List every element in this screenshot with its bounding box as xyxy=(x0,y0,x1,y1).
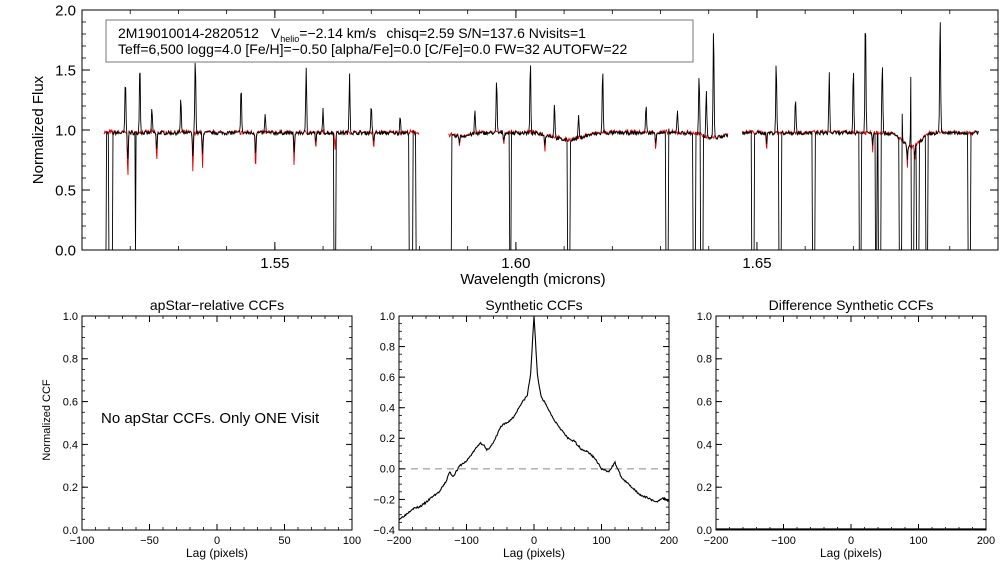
synthetic-x-tick-label: 100 xyxy=(592,535,610,547)
star-id: 2M19010014-2820512 xyxy=(118,25,259,41)
apstar-x-tick-label: −100 xyxy=(70,535,95,547)
vhelio-label: V xyxy=(271,25,281,41)
spectrum-y-tick-label: 0.0 xyxy=(55,242,76,259)
synthetic-y-tick-label: 0.6 xyxy=(380,372,395,384)
model-spectrum-line xyxy=(448,128,729,152)
synthetic-y-tick-label: 0.0 xyxy=(380,464,395,476)
apstar-x-label: Lag (pixels) xyxy=(186,546,248,560)
apstar-ccf-title: apStar−relative CCFs xyxy=(150,297,284,313)
synthetic-x-tick-label: 200 xyxy=(660,535,678,547)
difference-y-tick-label: 1.0 xyxy=(697,311,712,323)
difference-y-tick-label: 0.0 xyxy=(697,525,712,537)
synthetic-y-tick-label: −0.4 xyxy=(373,525,395,537)
synthetic-x-ticks: −200 −100 0 100 200 xyxy=(387,316,678,547)
apstar-y-tick-label: 0.0 xyxy=(63,525,78,537)
difference-x-tick-label: −200 xyxy=(704,535,729,547)
observed-spectrum-line xyxy=(448,33,729,251)
apstar-x-ticks: −100 −50 0 50 100 xyxy=(70,316,361,547)
apstar-x-tick-label: 100 xyxy=(343,535,361,547)
synthetic-x-tick-label: −100 xyxy=(454,535,479,547)
info-line-2: Teff=6,500 logg=4.0 [Fe/H]=−0.50 [alpha/… xyxy=(118,41,627,57)
apstar-ccf-panel: apStar−relative CCFs −100 −50 0 50 100 0.00.… xyxy=(41,297,361,560)
apstar-x-tick-label: 50 xyxy=(278,535,290,547)
difference-ccf-frame xyxy=(715,315,987,531)
ccf-y-label: Normalized CCF xyxy=(41,379,53,461)
observed-spectrum-line xyxy=(103,62,419,251)
observed-spectrum-line xyxy=(742,22,979,251)
vhelio-subscript: helio xyxy=(280,34,299,44)
vhelio-value: =−2.14 km/s xyxy=(299,25,376,41)
spectrum-y-tick-label: 1.5 xyxy=(55,62,76,79)
synthetic-ccf-plot-area xyxy=(398,315,670,521)
difference-y-tick-label: 0.8 xyxy=(697,354,712,366)
spectrum-y-tick-label: 2.0 xyxy=(55,2,76,19)
difference-x-label: Lag (pixels) xyxy=(820,546,882,560)
difference-x-tick-label: 100 xyxy=(909,535,927,547)
synthetic-ccf-title: Synthetic CCFs xyxy=(485,297,582,313)
apstar-x-tick-label: 0 xyxy=(214,535,220,547)
model-spectrum-line xyxy=(103,128,420,175)
difference-ccf-panel: Difference Synthetic CCFs −200 −100 0 100 20… xyxy=(697,297,995,560)
synthetic-x-tick-label: 0 xyxy=(531,535,537,547)
apstar-y-tick-label: 0.6 xyxy=(63,396,78,408)
synthetic-y-tick-label: −0.2 xyxy=(373,494,395,506)
difference-y-tick-label: 0.6 xyxy=(697,396,712,408)
info-line-1: 2M19010014-2820512 Vhelio=−2.14 km/s chisq… xyxy=(118,25,586,44)
synthetic-x-label: Lag (pixels) xyxy=(503,546,565,560)
apstar-y-ticks: 0.0 0.2 0.4 0.6 0.8 1.0 xyxy=(63,311,352,537)
spectrum-y-tick-label: 1.0 xyxy=(55,122,76,139)
apstar-y-tick-label: 0.8 xyxy=(63,354,78,366)
apstar-y-tick-label: 0.2 xyxy=(63,482,78,494)
spectrum-x-tick-label: 1.55 xyxy=(260,255,289,272)
synthetic-y-ticks: −0.4 −0.2 0.0 0.2 0.4 0.6 0.8 1.0 xyxy=(373,311,669,537)
apstar-y-tick-label: 1.0 xyxy=(63,311,78,323)
synthetic-ccf-frame xyxy=(398,315,670,531)
difference-y-ticks: 0.0 0.2 0.4 0.6 0.8 1.0 xyxy=(697,311,986,537)
apstar-x-tick-label: −50 xyxy=(140,535,159,547)
spectrum-panel: 1.55 1.60 1.65 0.0 0.5 1.0 1.5 2.0 2M19010014-… xyxy=(30,2,999,288)
fit-stats: chisq=2.59 S/N=137.6 Nvisits=1 xyxy=(386,25,586,41)
synthetic-ccf-line xyxy=(398,315,670,521)
synthetic-y-tick-label: 0.2 xyxy=(380,433,395,445)
synthetic-x-tick-label: −200 xyxy=(387,535,412,547)
synthetic-y-tick-label: 1.0 xyxy=(380,311,395,323)
synthetic-y-tick-label: 0.8 xyxy=(380,341,395,353)
difference-x-tick-label: −100 xyxy=(771,535,796,547)
difference-y-tick-label: 0.2 xyxy=(697,482,712,494)
spectrum-y-label: Normalized Flux xyxy=(30,75,47,184)
spectrum-x-tick-label: 1.65 xyxy=(742,255,771,272)
difference-x-tick-label: 200 xyxy=(977,535,995,547)
spectrum-x-ticks: 1.55 1.60 1.65 xyxy=(81,10,999,272)
spectrum-y-ticks: 0.0 0.5 1.0 1.5 2.0 xyxy=(55,2,998,259)
info-box xyxy=(105,19,694,63)
difference-y-tick-label: 0.4 xyxy=(697,439,712,451)
spectrum-x-tick-label: 1.60 xyxy=(501,255,530,272)
difference-x-tick-label: 0 xyxy=(848,535,854,547)
model-spectrum-line xyxy=(742,128,979,168)
apstar-ccf-note: No apStar CCFs. Only ONE Visit xyxy=(101,410,320,427)
spectrum-y-tick-label: 0.5 xyxy=(55,182,76,199)
apstar-y-tick-label: 0.4 xyxy=(63,439,78,451)
spectrum-x-label: Wavelength (microns) xyxy=(460,271,605,288)
difference-x-ticks: −200 −100 0 100 200 xyxy=(704,316,995,547)
synthetic-y-tick-label: 0.4 xyxy=(380,403,395,415)
difference-ccf-title: Difference Synthetic CCFs xyxy=(769,297,934,313)
synthetic-ccf-panel: Synthetic CCFs −200 −100 0 100 200 −0.4 −0.2 0… xyxy=(373,297,678,560)
